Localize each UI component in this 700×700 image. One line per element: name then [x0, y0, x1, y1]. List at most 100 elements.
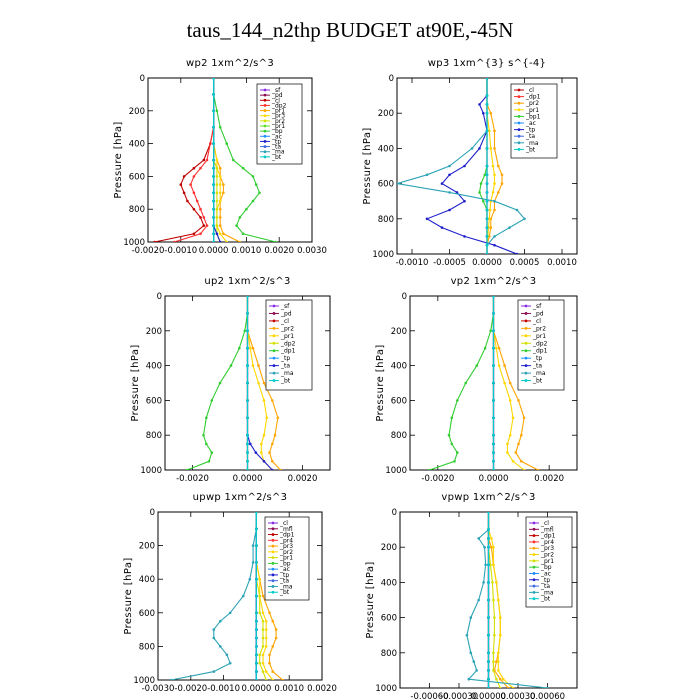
data-point [271, 619, 275, 623]
legend-marker [271, 550, 275, 554]
data-point [255, 544, 258, 547]
data-point [218, 381, 222, 385]
data-point [215, 183, 219, 186]
legend-marker [263, 134, 267, 138]
legend-label: _bt [271, 154, 282, 161]
data-point [497, 346, 501, 350]
plot-area [185, 296, 282, 470]
legend-label: _pd [532, 310, 544, 317]
legend-marker [272, 341, 276, 345]
panel-title: upwp 1xm^2/s^3 [193, 492, 288, 503]
data-point [485, 111, 489, 115]
legend-marker [517, 134, 521, 138]
y-tick-label: 600 [381, 614, 397, 624]
data-point [246, 399, 249, 402]
data-point [508, 381, 512, 385]
data-point [264, 678, 268, 680]
data-point [248, 577, 252, 581]
data-point [499, 677, 502, 681]
data-point [215, 158, 219, 162]
data-point [179, 183, 183, 186]
data-point [465, 633, 469, 637]
data-point [255, 527, 258, 531]
data-point [212, 232, 215, 236]
data-point [475, 669, 479, 672]
x-tick-label: 0.0005 [510, 258, 540, 268]
legend-marker [517, 148, 521, 151]
x-tick-label: 0.0010 [232, 246, 262, 256]
data-point [495, 346, 498, 350]
data-point [484, 563, 487, 567]
y-tick-label: 1000 [123, 238, 145, 248]
y-tick-label: 0 [389, 74, 394, 84]
data-point [492, 563, 495, 567]
data-point [212, 216, 215, 219]
legend-marker [517, 121, 521, 125]
y-tick-label: 0 [140, 74, 145, 84]
data-point [212, 224, 215, 227]
legend-marker [524, 312, 528, 315]
legend-marker [532, 565, 536, 569]
data-point [506, 686, 510, 688]
y-tick-label: 1000 [372, 250, 394, 260]
data-point [492, 416, 495, 420]
data-point [255, 661, 258, 665]
data-point [246, 329, 249, 333]
legend-marker [532, 546, 536, 550]
legend-label: _pr3 [271, 113, 285, 120]
data-point [497, 669, 500, 672]
data-point [497, 164, 500, 168]
data-point [491, 191, 495, 194]
data-point [485, 182, 489, 185]
data-point [186, 199, 189, 203]
y-tick-label: 200 [129, 107, 145, 117]
data-point [255, 561, 258, 564]
y-tick-label: 1000 [140, 466, 162, 476]
legend-marker [263, 93, 267, 97]
data-point [485, 199, 489, 203]
data-point [487, 660, 490, 663]
data-point [212, 183, 215, 186]
legend-label: _dp2 [532, 340, 548, 347]
data-point [447, 433, 451, 437]
data-point [502, 677, 505, 681]
data-point [489, 147, 493, 150]
data-point [246, 296, 249, 298]
data-point [467, 677, 471, 681]
data-point [271, 399, 274, 402]
data-point [448, 164, 451, 168]
data-point [493, 199, 496, 203]
data-point [222, 191, 225, 195]
legend-label: _pr4 [540, 539, 554, 546]
data-point [195, 199, 199, 203]
data-point [492, 651, 495, 655]
data-point [493, 208, 496, 212]
data-point [492, 545, 495, 549]
legend-marker [271, 533, 275, 536]
data-point [242, 594, 245, 598]
data-point [218, 240, 222, 242]
y-tick-label: 200 [391, 327, 407, 337]
data-point [192, 166, 196, 170]
data-point [485, 235, 489, 238]
data-point [522, 416, 526, 420]
legend-label: _dp1 [525, 94, 541, 101]
legend-label: _pr1 [271, 108, 285, 115]
data-point [493, 243, 496, 247]
legend-marker [271, 579, 275, 583]
data-point [212, 166, 215, 170]
legend-label: _pr1 [540, 558, 554, 565]
data-point [245, 207, 248, 211]
series-line [425, 78, 518, 254]
legend-marker [263, 145, 267, 148]
data-point [215, 207, 219, 211]
data-point [276, 416, 280, 420]
legend-label: _pr2 [525, 100, 539, 107]
legend-marker [524, 326, 528, 330]
legend-marker [532, 572, 536, 575]
series-line [186, 296, 249, 470]
data-point [487, 537, 490, 540]
data-point [182, 191, 186, 195]
data-point [205, 442, 208, 446]
